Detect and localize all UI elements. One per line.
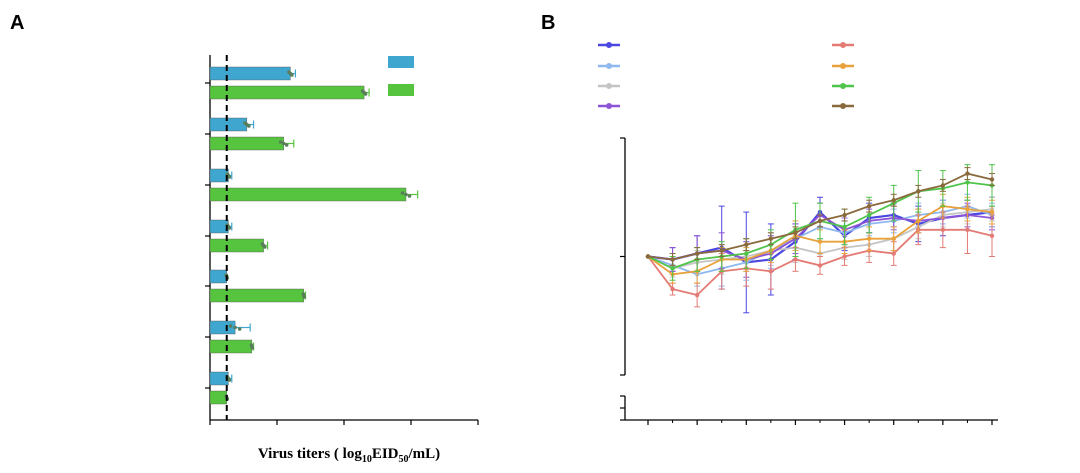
data-point xyxy=(842,224,847,230)
data-point xyxy=(768,269,774,274)
legend-marker xyxy=(606,42,612,48)
bar-lung xyxy=(209,85,365,100)
data-dot xyxy=(237,327,242,331)
legend-marker xyxy=(840,83,846,89)
data-point xyxy=(768,236,774,241)
data-point xyxy=(866,203,872,209)
data-dot xyxy=(227,175,232,179)
x-axis-title-sub2: 50 xyxy=(399,454,409,465)
data-dot xyxy=(227,378,232,382)
data-dot xyxy=(263,245,267,249)
x-axis-title-mid: EID xyxy=(372,446,399,462)
bar-nasal xyxy=(209,66,291,81)
data-point xyxy=(793,257,798,262)
data-point xyxy=(744,242,749,247)
bar-lung xyxy=(209,136,284,151)
bar-nasal xyxy=(209,371,229,386)
legend-marker xyxy=(840,42,846,48)
data-point xyxy=(940,227,946,233)
bar-lung xyxy=(209,339,253,354)
legend-marker xyxy=(840,103,846,109)
x-axis-title-post: /mL) xyxy=(408,446,441,462)
data-point xyxy=(670,286,675,292)
data-point xyxy=(793,230,798,235)
legend-marker xyxy=(606,63,612,69)
panel-b-letter: B xyxy=(541,12,555,34)
data-point xyxy=(694,251,700,256)
data-dot xyxy=(290,73,294,77)
legend-swatch xyxy=(388,56,414,68)
legend-marker xyxy=(606,83,612,89)
bar-lung xyxy=(209,390,227,405)
bar-lung xyxy=(209,187,407,202)
data-point xyxy=(842,254,847,259)
data-point xyxy=(989,233,995,238)
data-dot xyxy=(400,191,405,195)
bar-nasal xyxy=(209,269,227,284)
data-point xyxy=(744,251,749,256)
data-point xyxy=(965,206,970,212)
legend-a xyxy=(388,56,414,96)
data-dot xyxy=(233,325,237,330)
data-point xyxy=(916,189,921,194)
data-point xyxy=(965,180,970,185)
panel-a-bar-chart: Virus titers ( log10EID50/mL) xyxy=(205,55,479,465)
data-dot xyxy=(227,226,232,230)
data-dot xyxy=(247,124,251,128)
data-point xyxy=(694,292,700,298)
bar-nasal xyxy=(209,117,248,132)
data-dot xyxy=(228,324,233,328)
panel-b-line-chart xyxy=(598,42,998,425)
bar-nasal xyxy=(209,168,229,183)
data-point xyxy=(842,212,847,218)
data-dot xyxy=(363,92,368,96)
data-dot xyxy=(281,141,286,146)
data-dot xyxy=(278,140,283,144)
data-point xyxy=(965,227,970,233)
data-point xyxy=(989,177,995,182)
bar-lung xyxy=(209,288,305,303)
legend-marker xyxy=(840,63,846,69)
data-point xyxy=(817,218,823,224)
data-point xyxy=(940,183,946,188)
data-point xyxy=(891,251,896,256)
data-point xyxy=(989,209,995,215)
legend-b xyxy=(598,42,854,109)
panel-a-letter: A xyxy=(10,12,24,34)
series-5 xyxy=(645,205,995,308)
x-axis-title: Virus titers ( log10EID50/mL) xyxy=(258,446,440,465)
data-point xyxy=(645,254,651,259)
bar-nasal xyxy=(209,219,229,234)
data-point xyxy=(891,198,896,203)
data-point xyxy=(866,236,872,241)
data-dot xyxy=(250,346,255,350)
data-point xyxy=(719,248,724,253)
legend-marker xyxy=(606,103,612,109)
data-dot xyxy=(284,143,289,147)
data-dot xyxy=(407,194,412,198)
x-axis-title-pre: Virus titers ( log xyxy=(258,446,363,462)
data-point xyxy=(866,212,872,218)
series-8 xyxy=(645,167,995,266)
data-point xyxy=(817,263,823,268)
legend-swatch xyxy=(388,84,414,96)
data-point xyxy=(670,266,675,271)
x-axis-title-sub1: 10 xyxy=(362,454,372,465)
bar-lung xyxy=(209,238,264,253)
data-dot xyxy=(302,295,307,299)
data-point xyxy=(670,257,675,262)
data-point xyxy=(965,171,970,176)
data-point xyxy=(891,236,896,241)
data-point xyxy=(916,218,921,224)
data-point xyxy=(817,239,823,244)
data-dot xyxy=(404,192,408,197)
